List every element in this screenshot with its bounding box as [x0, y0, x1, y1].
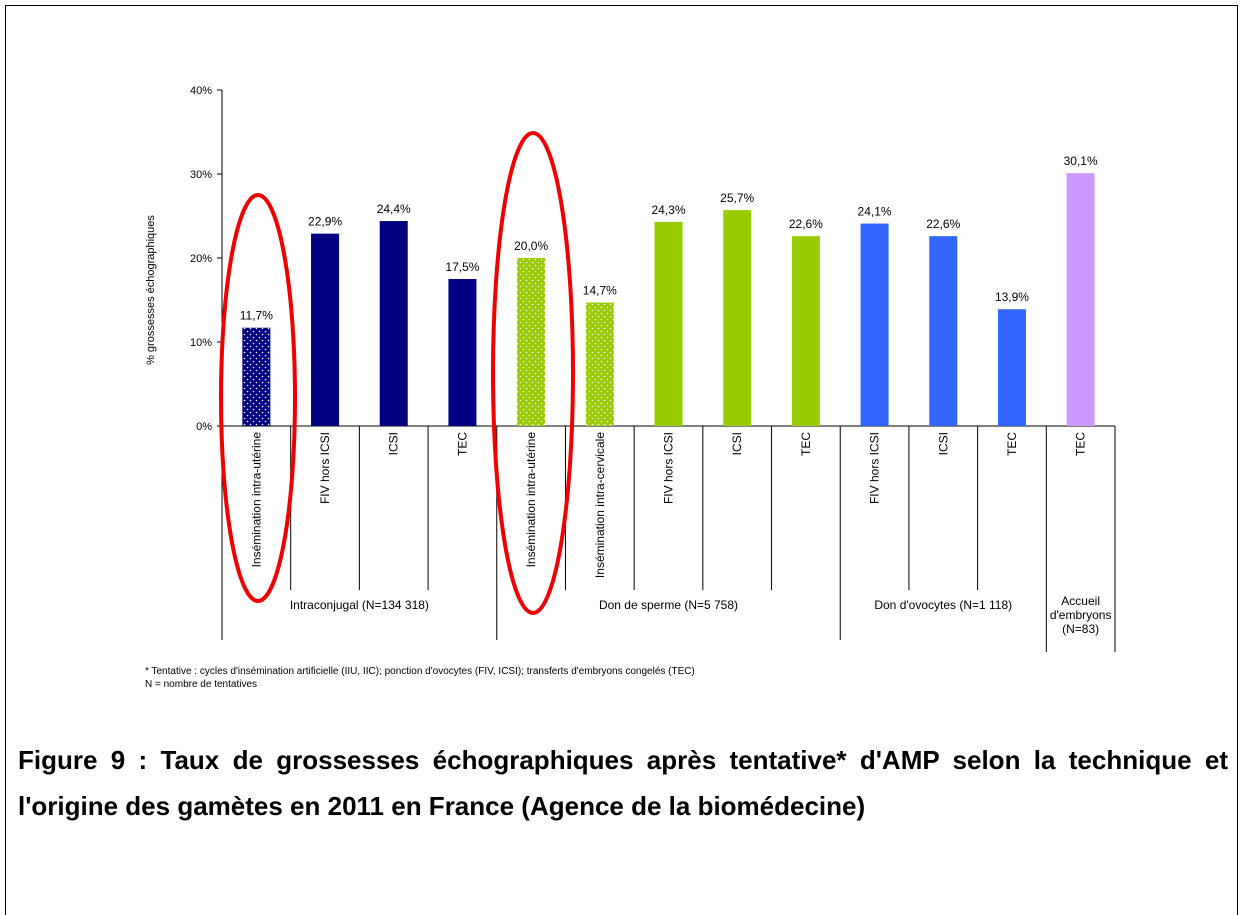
y-tick-label: 30%	[190, 169, 212, 181]
frame	[5, 5, 1238, 915]
value-label: 24,3%	[651, 203, 685, 217]
bar	[242, 327, 271, 426]
x-tick-label: Insémination intra-utérine	[249, 432, 263, 568]
bar	[654, 221, 683, 426]
value-label: 13,9%	[995, 290, 1029, 304]
x-tick-label: Insémination intra-cervicale	[593, 432, 607, 578]
x-tick-label: FIV hors ICSI	[868, 432, 882, 504]
chart: % grossesses échographiques 0% 10% 20% 30% 4…	[145, 85, 1116, 652]
group-label: Don d'ovocytes (N=1 118)	[874, 598, 1013, 612]
caption: Figure 9 : Taux de grossesses échographi…	[18, 745, 1228, 821]
y-tick-label: 40%	[190, 85, 212, 97]
value-label: 24,4%	[377, 202, 411, 216]
value-label: 25,7%	[720, 191, 754, 205]
value-label: 22,6%	[789, 217, 823, 231]
value-label: 24,1%	[858, 205, 892, 219]
x-tick-label: FIV hors ICSI	[318, 432, 332, 504]
x-tick-label: TEC	[799, 432, 813, 456]
bar	[1066, 173, 1095, 426]
bar	[723, 210, 752, 426]
bar	[311, 233, 340, 426]
x-tick-label: ICSI	[936, 432, 950, 455]
footnote: N = nombre de tentatives	[145, 679, 258, 690]
value-label: 30,1%	[1064, 154, 1098, 168]
footnote: * Tentative : cycles d'insémination arti…	[145, 666, 695, 677]
value-label: 20,0%	[514, 239, 548, 253]
value-label: 22,9%	[308, 215, 342, 229]
bar	[860, 223, 889, 426]
value-label: 17,5%	[445, 260, 479, 274]
bar	[517, 258, 546, 426]
y-tick-label: 20%	[190, 253, 212, 265]
x-tick-label: TEC	[1074, 432, 1088, 456]
bar	[929, 236, 958, 426]
x-tick-label: TEC	[455, 432, 469, 456]
x-tick-label: Insémination intra-utérine	[524, 432, 538, 568]
bar	[997, 309, 1026, 426]
highlight-ellipse	[491, 131, 575, 615]
highlight-ellipse	[219, 193, 297, 603]
bar	[585, 302, 614, 426]
value-label: 14,7%	[583, 284, 617, 298]
x-tick-label: ICSI	[730, 432, 744, 455]
x-tick-label: TEC	[1005, 432, 1019, 456]
group-label: Intraconjugal (N=134 318)	[289, 598, 429, 612]
value-label: 11,7%	[240, 309, 273, 323]
group-label: Accueil d'embryons (N=83)	[1049, 594, 1112, 636]
y-tick-label: 10%	[190, 337, 212, 349]
y-axis-label: % grossesses échographiques	[145, 215, 157, 365]
x-tick-label: FIV hors ICSI	[662, 432, 676, 504]
bar	[448, 279, 477, 426]
group-label: Don de sperme (N=5 758)	[598, 598, 739, 612]
bar	[379, 221, 408, 426]
bar	[791, 236, 820, 426]
x-tick-label: ICSI	[387, 432, 401, 455]
y-tick-label: 0%	[196, 421, 212, 433]
value-label: 22,6%	[926, 217, 960, 231]
